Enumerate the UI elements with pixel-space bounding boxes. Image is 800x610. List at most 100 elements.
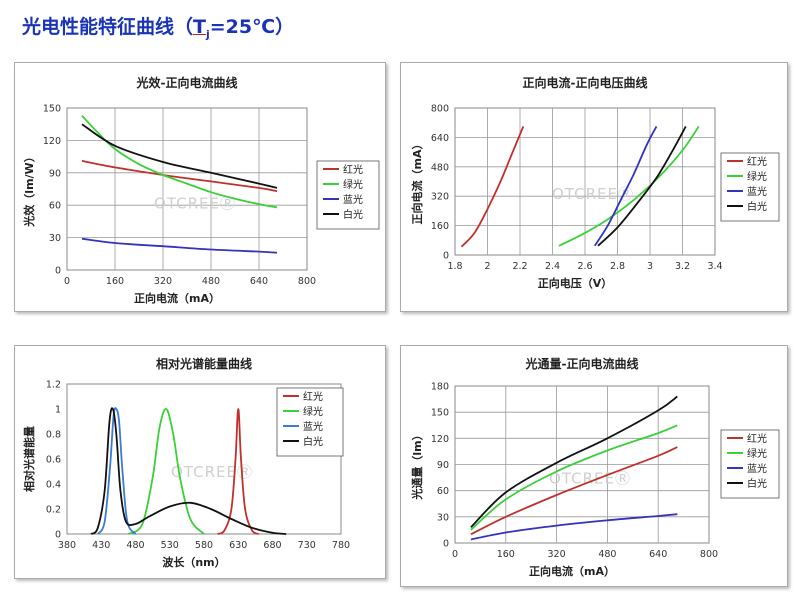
x-axis-label-c0: 正向电流（mA）	[134, 291, 220, 305]
y-tick-label-c2: 0	[55, 530, 61, 541]
x-tick-label-c1: 3.4	[707, 261, 722, 272]
series-line-c0-s2	[81, 237, 278, 254]
legend-label-c3-s1: 绿光	[747, 447, 767, 460]
x-axis-label-c1: 正向电压（V）	[538, 276, 613, 290]
legend-label-c1-s3: 白光	[747, 200, 767, 213]
y-axis-label-c0: 光效（lm/W）	[22, 151, 36, 227]
legend-label-c3-s0: 红光	[747, 432, 767, 445]
chart-title-c0: 光效-正向电流曲线	[136, 75, 238, 90]
series-line-c3-s0	[470, 446, 678, 536]
series-line-c2-s1	[128, 408, 205, 535]
legend-label-c2-s0: 红光	[303, 390, 323, 403]
y-tick-label-c2: 0.6	[46, 455, 61, 466]
y-tick-label-c1: 0	[443, 251, 449, 262]
y-axis-label-c1: 正向电流（mA）	[410, 139, 424, 225]
legend-box-c3	[720, 429, 780, 499]
y-tick-label-c2: 0.4	[46, 480, 61, 491]
series-line-c1-s2	[594, 125, 658, 247]
x-tick-label-c3: 640	[649, 549, 667, 560]
x-tick-label-c1: 1.8	[447, 261, 462, 272]
x-tick-label-c1: 3.2	[675, 261, 690, 272]
series-line-c2-s2	[97, 407, 137, 535]
y-axis-label-c3: 光通量（lm）	[410, 429, 424, 500]
x-tick-label-c1: 2.6	[577, 261, 592, 272]
legend-label-c1-s2: 蓝光	[747, 185, 767, 198]
y-tick-label-c1: 160	[431, 221, 449, 232]
y-tick-label-c3: 60	[437, 486, 449, 497]
y-tick-label-c3: 30	[437, 512, 449, 523]
chart-panel-spectrum: 相对光谱能量曲线 380 430 480 530 580 630 680 730 780 0 0.2 0…	[14, 345, 386, 579]
y-tick-label-c1: 640	[431, 133, 449, 144]
legend-label-c0-s2: 蓝光	[343, 193, 363, 206]
x-tick-label-c2: 680	[263, 540, 281, 551]
x-tick-label-c2: 580	[195, 540, 213, 551]
x-tick-label-c1: 2.4	[545, 261, 560, 272]
watermark-c2: OTCREEⓇ	[171, 463, 253, 481]
series-line-c1-s3	[597, 125, 687, 247]
chart-title-c2: 相对光谱能量曲线	[156, 356, 252, 371]
x-tick-label-c0: 480	[202, 276, 220, 287]
legend-label-c2-s3: 白光	[303, 435, 323, 448]
y-tick-label-c2: 1	[55, 405, 61, 416]
legend-label-c1-s1: 绿光	[747, 170, 767, 183]
series-line-c3-s2	[470, 513, 678, 541]
x-tick-label-c1: 3	[647, 261, 653, 272]
y-tick-label-c3: 150	[431, 408, 449, 419]
x-tick-label-c3: 480	[598, 549, 616, 560]
legend-box-c1	[720, 152, 780, 222]
chart-flux: 光通量-正向电流曲线 0 160 320 480 640 800 0 30 60 90 120 150 1…	[410, 356, 780, 578]
x-tick-label-c0: 320	[154, 276, 172, 287]
x-tick-label-c3: 0	[452, 549, 458, 560]
y-tick-label-c0: 90	[49, 168, 61, 179]
y-tick-label-c0: 0	[55, 266, 61, 277]
x-tick-label-c2: 430	[92, 540, 110, 551]
x-tick-label-c2: 730	[298, 540, 316, 551]
y-axis-label-c2: 相对光谱能量	[22, 426, 36, 492]
x-tick-label-c2: 480	[126, 540, 144, 551]
series-line-c0-s0	[81, 160, 278, 193]
x-tick-label-c0: 160	[106, 276, 124, 287]
chart-panel-flux: 光通量-正向电流曲线 0 160 320 480 640 800 0 30 60 90 120 150 1…	[400, 345, 788, 587]
y-tick-label-c3: 90	[437, 460, 449, 471]
series-line-c3-s3	[470, 395, 678, 528]
plot-area-c0	[66, 107, 308, 271]
y-tick-label-c3: 0	[443, 539, 449, 550]
y-tick-label-c2: 0.2	[46, 505, 61, 516]
legend-box-c0	[316, 160, 380, 230]
watermark-c1: OTCREEⓇ	[552, 185, 634, 203]
chart-title-c1: 正向电流-正向电压曲线	[523, 75, 648, 90]
x-tick-label-c1: 2.8	[610, 261, 625, 272]
legend-label-c2-s1: 绿光	[303, 405, 323, 418]
x-tick-label-c3: 320	[548, 549, 566, 560]
x-tick-label-c1: 2	[484, 261, 490, 272]
x-axis-label-c3: 正向电流（mA）	[529, 564, 615, 578]
y-tick-label-c0: 120	[43, 136, 61, 147]
chart-current-voltage: 正向电流-正向电压曲线 1.8 2 2.2 2.4 2.6 2.8 3 3.2 3.4 0 160 32…	[410, 75, 780, 290]
x-tick-label-c0: 800	[298, 276, 316, 287]
chart-efficacy: 光效-正向电流曲线 0 160 320 480 640 800 0 30 60 90 120 150 正向…	[22, 75, 380, 305]
legend-label-c0-s3: 白光	[343, 208, 363, 221]
y-tick-label-c0: 60	[49, 201, 61, 212]
x-tick-label-c1: 2.2	[512, 261, 527, 272]
x-axis-label-c2: 波长（nm）	[162, 555, 225, 569]
chart-panel-efficacy: 光效-正向电流曲线 0 160 320 480 640 800 0 30 60 90 120 150 正向…	[14, 62, 386, 312]
legend-label-c0-s0: 红光	[343, 163, 363, 176]
x-tick-label-c2: 380	[58, 540, 76, 551]
y-tick-label-c1: 480	[431, 162, 449, 173]
page-title: 光电性能特征曲线（Tj=25℃）	[22, 16, 295, 41]
y-tick-label-c3: 180	[431, 382, 449, 393]
legend-label-c3-s3: 白光	[747, 477, 767, 490]
x-tick-label-c0: 640	[250, 276, 268, 287]
chart-spectrum: 相对光谱能量曲线 380 430 480 530 580 630 680 730 780 0 0.2 0…	[22, 356, 350, 569]
chart-title-c3: 光通量-正向电流曲线	[525, 356, 639, 371]
x-tick-label-c2: 780	[332, 540, 350, 551]
y-tick-label-c1: 800	[431, 104, 449, 115]
legend-label-c2-s2: 蓝光	[303, 420, 323, 433]
legend-label-c3-s2: 蓝光	[747, 462, 767, 475]
series-line-c2-s3	[90, 407, 287, 535]
x-tick-label-c3: 800	[700, 549, 718, 560]
watermark-c0: OTCREEⓇ	[154, 194, 236, 212]
y-tick-label-c0: 150	[43, 104, 61, 115]
y-tick-label-c1: 320	[431, 192, 449, 203]
chart-panel-iv: 正向电流-正向电压曲线 1.8 2 2.2 2.4 2.6 2.8 3 3.2 3.4 0 160 32…	[400, 62, 788, 312]
